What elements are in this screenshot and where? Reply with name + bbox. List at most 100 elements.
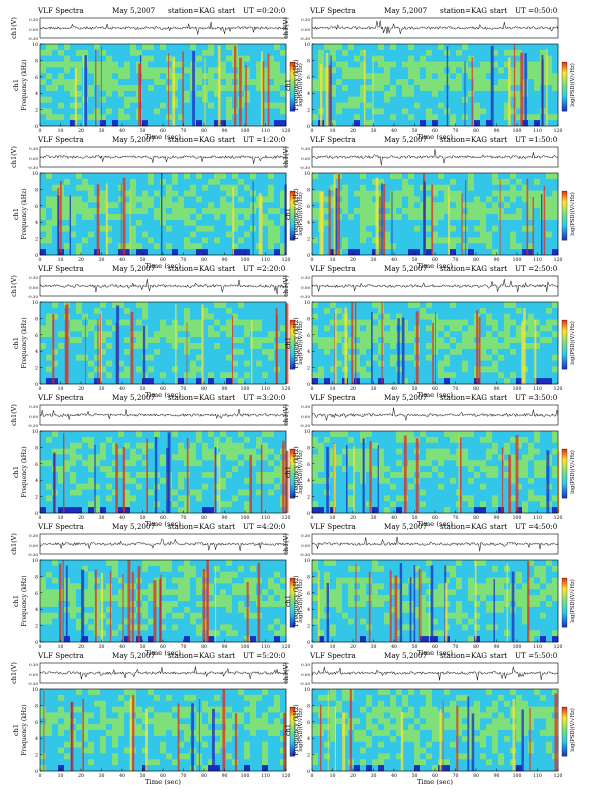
spectrogram-cell xyxy=(372,466,378,472)
spectrogram-cell xyxy=(184,202,190,208)
spectrogram-cell xyxy=(528,50,534,56)
spectrogram-cell xyxy=(546,243,552,249)
spectrogram-cell xyxy=(196,220,202,226)
spectrogram-cell xyxy=(456,208,462,214)
spectrogram-cell xyxy=(94,85,100,91)
spectrogram-cell xyxy=(154,361,160,367)
spectrogram-cell xyxy=(378,495,384,501)
spectrogram-cell xyxy=(534,91,540,97)
spectrogram-cell xyxy=(516,226,522,232)
spectrogram-heatmap xyxy=(40,44,286,126)
spectrogram-cell xyxy=(124,308,130,314)
spectrogram-cell xyxy=(390,108,396,114)
spectrogram-cell xyxy=(160,343,166,349)
spectrogram-cell xyxy=(190,460,196,466)
spectrogram-cell xyxy=(534,179,540,185)
spectrogram-cell xyxy=(64,85,70,91)
spectrogram-cell xyxy=(58,173,64,179)
spectrogram-cell xyxy=(172,185,178,191)
spectrogram-cell xyxy=(196,349,202,355)
spectrogram-cell xyxy=(244,202,250,208)
spectrogram-cell xyxy=(226,103,232,109)
spectrogram-cell xyxy=(244,44,250,50)
spectrogram-cell xyxy=(390,366,396,372)
spectrogram-cell xyxy=(516,179,522,185)
spectrogram-cell xyxy=(534,120,540,126)
spectrogram-cell xyxy=(130,191,136,197)
spectrogram-cell xyxy=(226,202,232,208)
spectrogram-cell xyxy=(70,495,76,501)
spectrogram-cell xyxy=(184,232,190,238)
spectrogram-cell xyxy=(154,343,160,349)
spectrogram-cell xyxy=(498,56,504,62)
spectrogram-cell xyxy=(202,460,208,466)
spectrogram-cell xyxy=(384,79,390,85)
spectrogram-cell xyxy=(106,343,112,349)
spectrogram-cell xyxy=(40,62,46,68)
spectrogram-cell xyxy=(408,454,414,460)
spectrogram-cell xyxy=(88,466,94,472)
spectrogram-cell xyxy=(238,44,244,50)
spectrogram-cell xyxy=(366,120,372,126)
spectrogram-cell xyxy=(480,454,486,460)
spectrogram-cell xyxy=(552,361,558,367)
spectrogram-cell xyxy=(390,437,396,443)
spectrogram-cell xyxy=(462,378,468,384)
spectrogram-cell xyxy=(184,302,190,308)
spectrogram-cell xyxy=(480,320,486,326)
spectrogram-cell xyxy=(70,507,76,513)
colorbar xyxy=(562,62,567,111)
spectrogram-cell xyxy=(160,314,166,320)
spectrogram-channel-label: ch1 xyxy=(12,79,20,91)
spectrogram-cell xyxy=(118,431,124,437)
spectrogram-cell xyxy=(546,173,552,179)
spectrogram-cell xyxy=(172,220,178,226)
spectrogram-cell xyxy=(46,320,52,326)
spectrogram-cell xyxy=(106,366,112,372)
spectrogram-cell xyxy=(172,443,178,449)
spectrogram-cell xyxy=(546,337,552,343)
spectrogram-cell xyxy=(528,308,534,314)
spectrogram-cell xyxy=(480,191,486,197)
spectrogram-cell xyxy=(438,466,444,472)
colorbar xyxy=(562,191,567,240)
spectrogram-cell xyxy=(426,437,432,443)
spectrogram-cell xyxy=(354,472,360,478)
panel-start-ut: UT =0:20:0 xyxy=(243,6,286,15)
spectrogram-ylabel: Frequency (kHz) xyxy=(21,59,28,110)
spectrogram-cell xyxy=(76,331,82,337)
spectrogram-cell xyxy=(396,67,402,73)
spectrogram-cell xyxy=(420,349,426,355)
spectrogram-cell xyxy=(408,196,414,202)
spectrogram-cell xyxy=(408,185,414,191)
spectrogram-cell xyxy=(426,454,432,460)
spectrogram-cell xyxy=(456,349,462,355)
spectrogram-cell xyxy=(402,173,408,179)
spectrogram-cell xyxy=(238,202,244,208)
spectrogram-cell xyxy=(426,179,432,185)
spectrogram-cell xyxy=(480,226,486,232)
spectrogram-cell xyxy=(420,108,426,114)
spectrogram-cell xyxy=(474,191,480,197)
spectrogram-cell xyxy=(130,73,136,79)
spectrogram-cell xyxy=(136,490,142,496)
spectrogram-cell xyxy=(208,460,214,466)
spectrogram-cell xyxy=(46,44,52,50)
spectrogram-ylabel: Frequency (kHz) xyxy=(293,59,300,110)
spectrogram-cell xyxy=(142,173,148,179)
spectrogram-cell xyxy=(456,220,462,226)
spectrogram-cell xyxy=(52,114,58,120)
spectrogram-cell xyxy=(408,460,414,466)
spectrogram-cell xyxy=(540,44,546,50)
spectrogram-cell xyxy=(64,437,70,443)
spectrogram-cell xyxy=(360,249,366,255)
spectrogram-cell xyxy=(196,226,202,232)
spectrogram-channel-label: ch1 xyxy=(284,208,292,220)
spectrogram-cell xyxy=(402,237,408,243)
spectrogram-cell xyxy=(178,208,184,214)
panel-start-ut: UT =1:20:0 xyxy=(243,135,286,144)
spectrogram-cell xyxy=(420,97,426,103)
spectrogram-cell xyxy=(202,44,208,50)
spectrogram-cell xyxy=(274,249,280,255)
spectrogram-cell xyxy=(348,73,354,79)
